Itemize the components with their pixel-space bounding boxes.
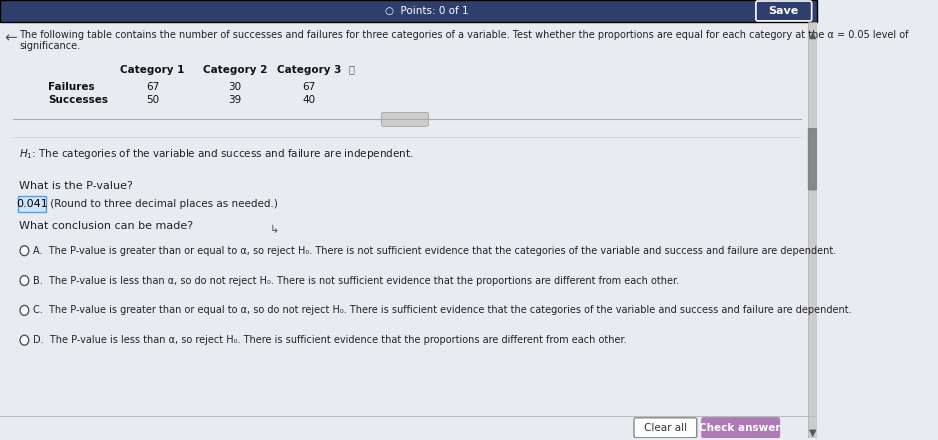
FancyBboxPatch shape	[702, 418, 779, 438]
Text: ⎘: ⎘	[348, 65, 355, 75]
Text: A.  The P-value is greater than or equal to α, so reject H₀. There is not suffic: A. The P-value is greater than or equal …	[33, 246, 837, 256]
Text: Clear all: Clear all	[643, 423, 687, 433]
Text: Failures: Failures	[48, 81, 95, 92]
Circle shape	[20, 305, 29, 315]
Text: 67: 67	[145, 81, 159, 92]
Text: D.  The P-value is less than α, so reject H₀. There is sufficient evidence that : D. The P-value is less than α, so reject…	[33, 335, 627, 345]
Text: (Round to three decimal places as needed.): (Round to three decimal places as needed…	[47, 199, 278, 209]
Text: 40: 40	[303, 95, 316, 105]
Text: What conclusion can be made?: What conclusion can be made?	[19, 221, 193, 231]
FancyBboxPatch shape	[634, 418, 697, 438]
FancyBboxPatch shape	[809, 22, 817, 438]
Text: Category 2: Category 2	[203, 65, 267, 75]
Text: 0.041: 0.041	[16, 199, 48, 209]
Text: Category 1: Category 1	[120, 65, 185, 75]
Text: The following table contains the number of successes and failures for three cate: The following table contains the number …	[19, 30, 909, 51]
Text: What is the P-value?: What is the P-value?	[19, 181, 133, 191]
Text: ↳: ↳	[270, 225, 280, 235]
Text: $H_1$: The categories of the variable and success and failure are independent.: $H_1$: The categories of the variable an…	[19, 147, 414, 161]
Text: ▲: ▲	[809, 30, 816, 40]
Text: 39: 39	[229, 95, 242, 105]
Text: 30: 30	[229, 81, 242, 92]
Text: Successes: Successes	[48, 95, 108, 105]
Text: Category 3: Category 3	[277, 65, 341, 75]
Text: 67: 67	[303, 81, 316, 92]
FancyBboxPatch shape	[0, 0, 817, 22]
Text: ←: ←	[4, 30, 17, 45]
FancyBboxPatch shape	[809, 128, 817, 190]
FancyBboxPatch shape	[18, 196, 46, 212]
FancyBboxPatch shape	[382, 112, 429, 126]
Text: C.  The P-value is greater than or equal to α, so do not reject H₀. There is suf: C. The P-value is greater than or equal …	[33, 305, 852, 315]
Text: 50: 50	[145, 95, 159, 105]
Text: ○  Points: 0 of 1: ○ Points: 0 of 1	[385, 6, 469, 16]
Text: B.  The P-value is less than α, so do not reject H₀. There is not sufficient evi: B. The P-value is less than α, so do not…	[33, 275, 679, 286]
Circle shape	[20, 246, 29, 256]
Circle shape	[20, 335, 29, 345]
Text: Check answer: Check answer	[700, 423, 781, 433]
Text: Save: Save	[768, 6, 799, 16]
Text: ▼: ▼	[809, 428, 816, 438]
Circle shape	[20, 275, 29, 286]
FancyBboxPatch shape	[756, 1, 811, 21]
